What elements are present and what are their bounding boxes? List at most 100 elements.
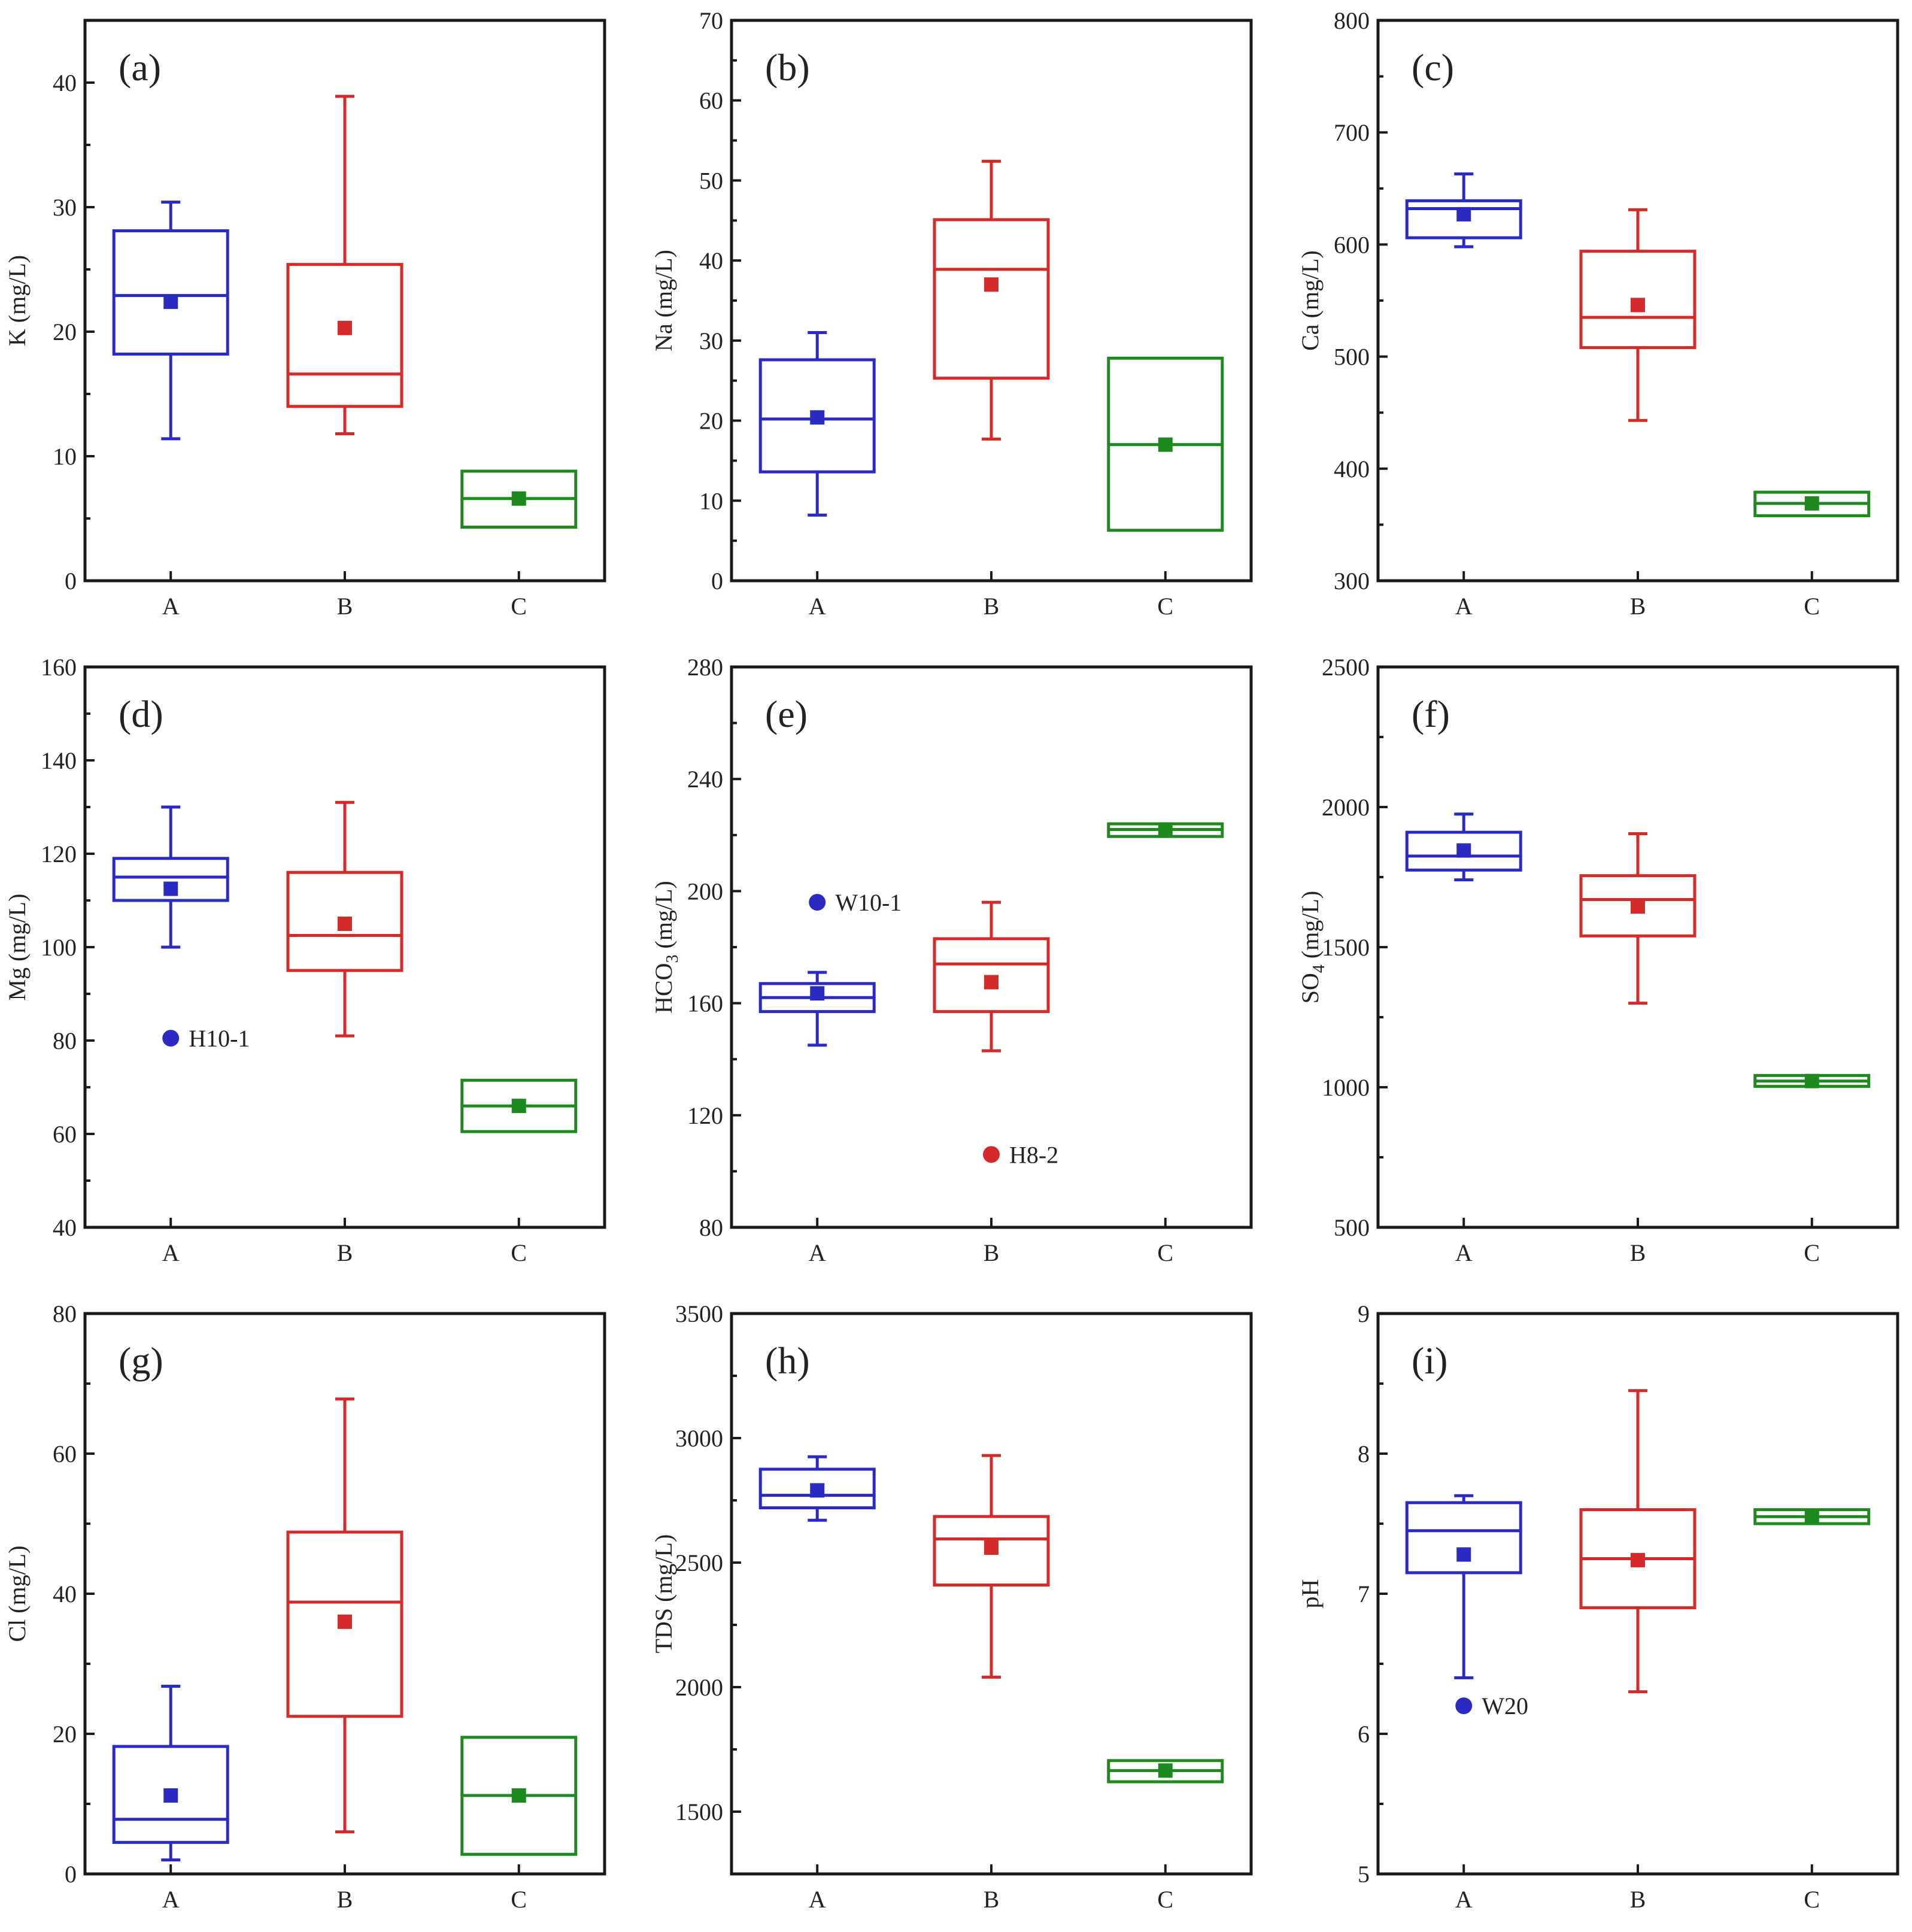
x-tick-label: A [162, 1239, 180, 1266]
y-tick-label: 80 [699, 1214, 723, 1241]
panel-g: 0 20 40 60 80 A B C (g) Cl (mg/L) [4, 1300, 606, 1913]
y-tick-label: 8 [1358, 1440, 1370, 1467]
y-axis-label: K (mg/L) [4, 255, 31, 346]
box-B [286, 800, 403, 1038]
x-tick-label: C [1804, 1886, 1820, 1913]
panel-letter: (c) [1412, 46, 1454, 89]
mean-marker [1631, 1552, 1645, 1567]
y-axis-label-subscript: 3 [663, 954, 682, 963]
x-tick-label: B [984, 1886, 1000, 1913]
mean-marker [1631, 298, 1645, 313]
mean-marker [1804, 1073, 1819, 1088]
y-tick-label: 240 [687, 766, 723, 793]
x-tick-label: C [1157, 1239, 1173, 1266]
box-iqr [1579, 250, 1696, 350]
box-iqr [112, 857, 229, 902]
y-tick-label: 0 [65, 568, 77, 595]
y-tick-label: 40 [53, 1581, 77, 1608]
mean-marker [1456, 207, 1471, 222]
mean-marker [338, 1614, 352, 1629]
x-tick-label: C [511, 1239, 527, 1266]
box-C [1753, 490, 1871, 517]
mean-marker [511, 491, 526, 506]
mean-marker [1158, 1763, 1173, 1778]
box-C [1107, 1759, 1224, 1784]
y-tick-label: 60 [699, 87, 723, 114]
outlier-label: W20 [1482, 1693, 1528, 1719]
x-tick-label: A [162, 593, 180, 620]
y-tick-label: 2000 [1322, 794, 1370, 821]
x-tick-label: B [1630, 1239, 1646, 1266]
y-axis-label: Cl (mg/L) [4, 1545, 31, 1642]
panel-letter: (d) [119, 693, 163, 735]
panel-f: 500 1000 1500 2000 2500 A B C (f) SO4 (mg/L) [1297, 654, 1899, 1266]
y-tick-label: 30 [699, 327, 723, 354]
y-tick-label: 10 [53, 443, 77, 470]
y-tick-label: 40 [53, 69, 77, 96]
box-A [1405, 1494, 1522, 1679]
y-tick-label: 80 [53, 1027, 77, 1054]
mean-marker [163, 1788, 178, 1803]
y-tick-label: 140 [41, 747, 77, 774]
y-tick-label: 20 [53, 319, 77, 345]
y-tick-label: 20 [699, 408, 723, 435]
mean-marker [511, 1788, 526, 1803]
y-axis-label-subscript: 4 [1310, 965, 1328, 973]
box-iqr [286, 1530, 403, 1718]
mean-marker [1804, 496, 1819, 511]
y-tick-label: 40 [699, 247, 723, 274]
box-iqr [758, 358, 876, 474]
y-tick-label: 0 [65, 1861, 77, 1888]
box-B [933, 1454, 1050, 1679]
panel-d: 40 60 80 100 120 140 160 A B C (d) Mg (mg/L) H10-1 [4, 654, 606, 1266]
x-tick-label: B [1630, 1886, 1646, 1913]
x-tick-label: C [511, 593, 527, 620]
panel-letter: (h) [765, 1339, 810, 1382]
y-tick-label: 280 [687, 654, 723, 681]
y-tick-label: 60 [53, 1440, 77, 1467]
y-axis-label-main: HCO [650, 963, 677, 1013]
box-A [112, 201, 229, 441]
box-iqr [112, 1745, 229, 1844]
y-tick-label: 9 [1358, 1300, 1370, 1327]
y-tick-label: 160 [41, 654, 77, 681]
y-tick-label: 3500 [675, 1300, 723, 1327]
box-C [1107, 822, 1224, 838]
box-A [112, 805, 229, 949]
box-iqr [933, 937, 1050, 1014]
y-axis-label: Mg (mg/L) [4, 894, 31, 1001]
y-tick-label: 1000 [1322, 1074, 1370, 1101]
plot-frame [730, 19, 1253, 583]
x-tick-label: B [1630, 593, 1646, 620]
box-C [460, 1078, 578, 1133]
x-tick-label: B [337, 1886, 353, 1913]
box-B [286, 1397, 403, 1834]
mean-marker [1456, 1547, 1471, 1562]
box-C [460, 1736, 578, 1856]
mean-marker [810, 1483, 825, 1498]
panel-b: 0 10 20 30 40 50 60 70 A B C (b) Na (mg/L) [650, 7, 1253, 620]
mean-marker [511, 1099, 526, 1114]
panel-letter: (f) [1412, 693, 1450, 735]
box-A [1405, 812, 1522, 882]
y-tick-label: 80 [53, 1300, 77, 1327]
panel-letter: (e) [765, 693, 808, 735]
box-B [933, 159, 1050, 441]
y-tick-label: 120 [41, 841, 77, 868]
y-tick-label: 5 [1358, 1861, 1370, 1888]
y-axis-label: TDS (mg/L) [650, 1534, 677, 1654]
panel-letter: (i) [1412, 1339, 1447, 1382]
box-iqr [933, 218, 1050, 380]
box-C [460, 469, 578, 529]
mean-marker [1804, 1509, 1819, 1524]
box-B [1579, 832, 1696, 1005]
box-B [286, 95, 403, 436]
mean-marker [163, 295, 178, 310]
mean-marker [338, 320, 352, 335]
mean-marker [338, 917, 352, 931]
box-iqr [1405, 830, 1522, 872]
outlier-label: W10-1 [835, 889, 902, 916]
box-iqr [1405, 1501, 1522, 1575]
y-tick-label: 0 [711, 568, 723, 595]
